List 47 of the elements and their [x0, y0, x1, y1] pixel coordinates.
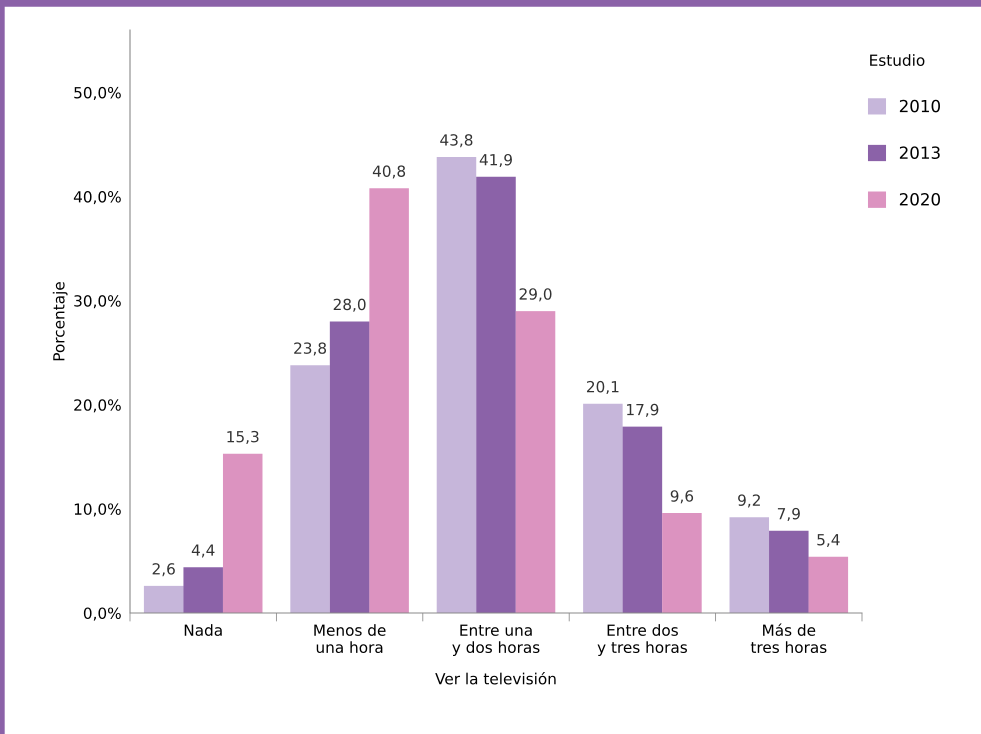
data-label: 17,9: [627, 404, 658, 417]
data-label: 9,2: [738, 494, 760, 508]
bar: [183, 567, 223, 613]
data-label: 4,4: [192, 544, 214, 558]
bar: [662, 513, 702, 613]
x-tick-label: Entre una y dos horas: [452, 624, 540, 656]
bar: [290, 365, 330, 613]
y-tick-label: 40,0%: [74, 191, 121, 204]
y-axis-title: Porcentaje: [52, 282, 68, 360]
y-tick-label: 0,0%: [84, 607, 121, 621]
bar: [622, 426, 662, 613]
data-label: 5,4: [817, 534, 840, 548]
x-axis-title: Ver la televisión: [435, 672, 556, 684]
data-label: 40,8: [372, 165, 406, 179]
legend-label: 2010: [900, 100, 940, 112]
bar: [769, 530, 809, 613]
bar: [330, 322, 370, 613]
bar: [144, 586, 184, 613]
legend-title: Estudio: [870, 54, 924, 66]
data-label: 43,8: [440, 134, 472, 148]
legend-label: 2013: [900, 146, 940, 159]
x-tick-label: Más de tres horas: [750, 624, 826, 654]
bar: [730, 517, 770, 613]
bar: [436, 157, 476, 613]
x-tick-label: Nada: [184, 624, 222, 636]
data-label: 29,0: [520, 288, 552, 302]
bar: [476, 176, 516, 613]
data-label: 7,9: [778, 508, 800, 522]
data-label: 23,8: [294, 342, 326, 356]
bar: [583, 404, 623, 613]
data-label: 15,3: [227, 430, 259, 444]
bar: [369, 188, 409, 613]
data-label: 41,9: [480, 154, 512, 168]
data-label: 2,6: [152, 563, 175, 576]
y-tick-label: 10,0%: [74, 503, 121, 516]
data-label: 28,0: [334, 298, 366, 312]
legend-label: 2020: [900, 193, 940, 206]
y-tick-label: 50,0%: [74, 86, 121, 100]
bar: [516, 311, 556, 613]
data-label: 20,1: [586, 380, 618, 394]
data-label: 9,6: [670, 490, 694, 504]
x-tick-label: Menos de una hora: [314, 624, 386, 654]
y-tick-label: 30,0%: [74, 295, 121, 308]
bar: [222, 454, 262, 613]
x-tick-label: Entre dos y tres horas: [598, 624, 687, 656]
y-tick-label: 20,0%: [74, 399, 121, 412]
bar: [808, 556, 848, 613]
